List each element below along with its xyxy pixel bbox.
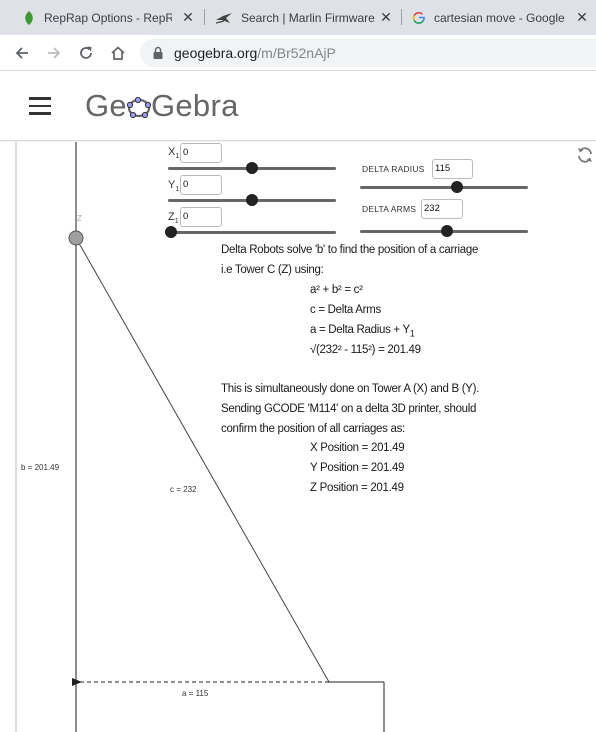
close-tab-icon[interactable]: ✕ <box>182 9 194 25</box>
geogebra-ellipse-icon <box>126 96 152 119</box>
geogebra-header: Ge Gebra <box>0 71 596 141</box>
x-position-text: X Position = 201.49 <box>310 442 405 454</box>
a-length-label: a = 115 <box>182 689 209 698</box>
z1-slider-knob[interactable] <box>165 226 177 238</box>
y-position-text: Y Position = 201.49 <box>310 462 405 474</box>
reload-button[interactable] <box>74 41 98 65</box>
tab-cartesian-move[interactable]: cartesian move - Google ✕ <box>402 0 596 35</box>
y1-input[interactable]: 0 <box>180 175 222 195</box>
x1-slider-knob[interactable] <box>246 162 258 174</box>
z1-slider-label: Z1 <box>168 211 179 226</box>
reprap-leaf-icon <box>25 10 33 25</box>
equation-result: √(232² - 115²) = 201.49 <box>310 344 421 356</box>
home-button[interactable] <box>106 41 130 65</box>
paragraph-line-1: This is simultaneously done on Tower A (… <box>221 383 480 395</box>
paragraph-line-2: Sending GCODE 'M114' on a delta 3D print… <box>221 403 477 415</box>
url-path: /m/Br52nAjP <box>257 45 336 61</box>
forward-button[interactable] <box>42 41 66 65</box>
logo-text-suffix: Gebra <box>150 88 239 123</box>
equation-c: c = Delta Arms <box>310 304 381 316</box>
delta-arms-slider-knob[interactable] <box>441 225 453 237</box>
delta-arms-input[interactable]: 232 <box>421 199 463 219</box>
browser-toolbar: geogebra.org/m/Br52nAjP <box>0 35 596 71</box>
tab-reprap-options[interactable]: RepRap Options - RepRap ✕ <box>12 0 202 35</box>
delta-radius-slider-track[interactable] <box>360 186 528 189</box>
equation-pythagoras: a² + b² = c² <box>310 284 363 296</box>
marlin-icon <box>215 12 232 24</box>
c-length-label: c = 232 <box>170 485 197 494</box>
paragraph-line-3: confirm the position of all carriages as… <box>221 423 405 435</box>
reload-icon <box>80 46 92 59</box>
arrow-right-icon <box>48 47 61 59</box>
intro-line-1: Delta Robots solve 'b' to find the posit… <box>221 244 479 256</box>
tab-title: cartesian move - Google <box>434 10 565 25</box>
delta-radius-input[interactable]: 115 <box>432 159 473 179</box>
back-button[interactable] <box>10 41 34 65</box>
carriage-point[interactable] <box>68 230 84 246</box>
x1-input[interactable]: 0 <box>180 143 222 163</box>
lock-icon <box>153 46 163 59</box>
tab-strip: RepRap Options - RepRap ✕ Search | Marli… <box>0 0 596 35</box>
z1-input[interactable]: 0 <box>180 207 222 227</box>
logo-text-prefix: Ge <box>85 88 127 123</box>
tab-title: RepRap Options - RepRap <box>44 10 172 25</box>
url-text: geogebra.org/m/Br52nAjP <box>174 45 336 61</box>
google-g-icon <box>412 11 425 24</box>
intro-line-2: i.e Tower C (Z) using: <box>221 264 324 276</box>
equation-a: a = Delta Radius + Y1 <box>310 324 415 339</box>
tab-separator <box>401 9 402 25</box>
close-tab-icon[interactable]: ✕ <box>380 9 392 25</box>
segment-c <box>75 237 330 683</box>
url-host: geogebra.org <box>174 45 258 61</box>
menu-icon[interactable] <box>29 97 51 115</box>
tower-z-label: Z <box>77 214 82 223</box>
close-tab-icon[interactable]: ✕ <box>576 9 588 25</box>
delta-arms-label: DELTA ARMS <box>362 204 417 214</box>
b-length-label: b = 201.49 <box>21 463 60 472</box>
z-position-text: Z Position = 201.49 <box>310 482 404 494</box>
tab-marlin-search[interactable]: Search | Marlin Firmware ✕ <box>205 0 400 35</box>
arrow-left-icon <box>15 47 28 59</box>
geogebra-applet[interactable]: Z b = 201.49 c = 232 a = 115 X1 0 Y1 0 Z… <box>0 142 596 732</box>
delta-radius-label: DELTA RADIUS <box>362 164 425 174</box>
applet-drawing <box>15 142 385 732</box>
tab-separator <box>204 9 205 25</box>
geogebra-logo[interactable]: Ge Gebra <box>85 87 239 125</box>
y1-slider-knob[interactable] <box>246 194 258 206</box>
reset-icon[interactable] <box>575 145 595 165</box>
delta-radius-slider-knob[interactable] <box>451 181 463 193</box>
tab-title: Search | Marlin Firmware <box>241 10 375 25</box>
x1-slider-label: X1 <box>168 146 180 161</box>
y1-slider-label: Y1 <box>168 179 180 194</box>
address-bar[interactable]: geogebra.org/m/Br52nAjP <box>140 39 596 67</box>
z1-slider-track[interactable] <box>168 231 336 234</box>
home-icon <box>111 46 125 60</box>
